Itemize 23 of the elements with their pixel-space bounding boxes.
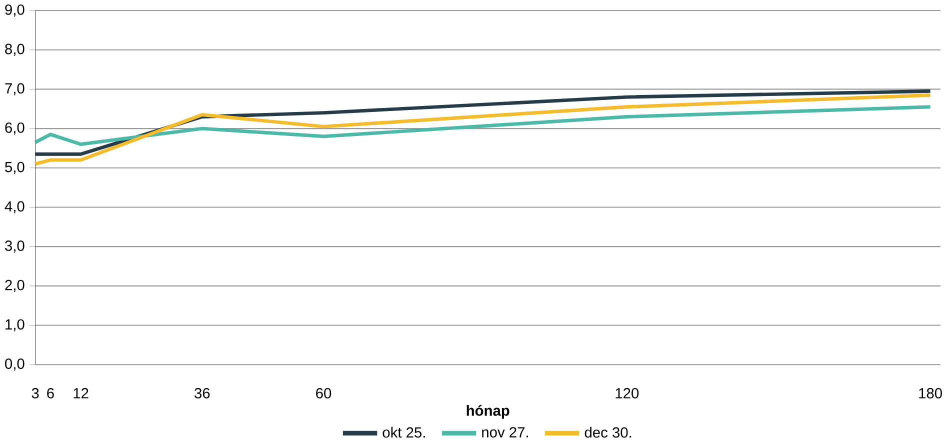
x-tick-label: 6 <box>47 388 54 398</box>
x-tick-label: 12 <box>74 388 88 398</box>
line-series <box>34 93 932 166</box>
legend-label: okt 25. <box>382 426 425 438</box>
line-series <box>34 105 932 146</box>
y-tick-label: 6,0 <box>5 122 24 135</box>
x-tick-label: 120 <box>616 388 639 398</box>
y-tick-label: 3,0 <box>5 240 24 253</box>
x-tick-label: 60 <box>316 388 332 398</box>
legend-label: dec 30. <box>584 426 632 438</box>
y-tick-label: 9,0 <box>5 4 24 17</box>
y-tick-label: 7,0 <box>5 83 24 96</box>
x-tick-label: 3 <box>32 388 39 398</box>
x-tick-label: 180 <box>919 388 942 398</box>
y-tick-label: 4,0 <box>4 201 24 214</box>
y-tick-label: 0,0 <box>5 358 24 371</box>
y-tick-label: 8,0 <box>5 44 24 56</box>
y-tick-label: 2,0 <box>5 280 24 292</box>
legend-label: nov 27. <box>482 427 528 438</box>
y-tick-label: 5,0 <box>5 162 24 174</box>
x-axis-title: hónap <box>466 404 510 419</box>
y-tick-label: 1,0 <box>6 319 24 332</box>
x-tick-label: 36 <box>194 388 210 398</box>
